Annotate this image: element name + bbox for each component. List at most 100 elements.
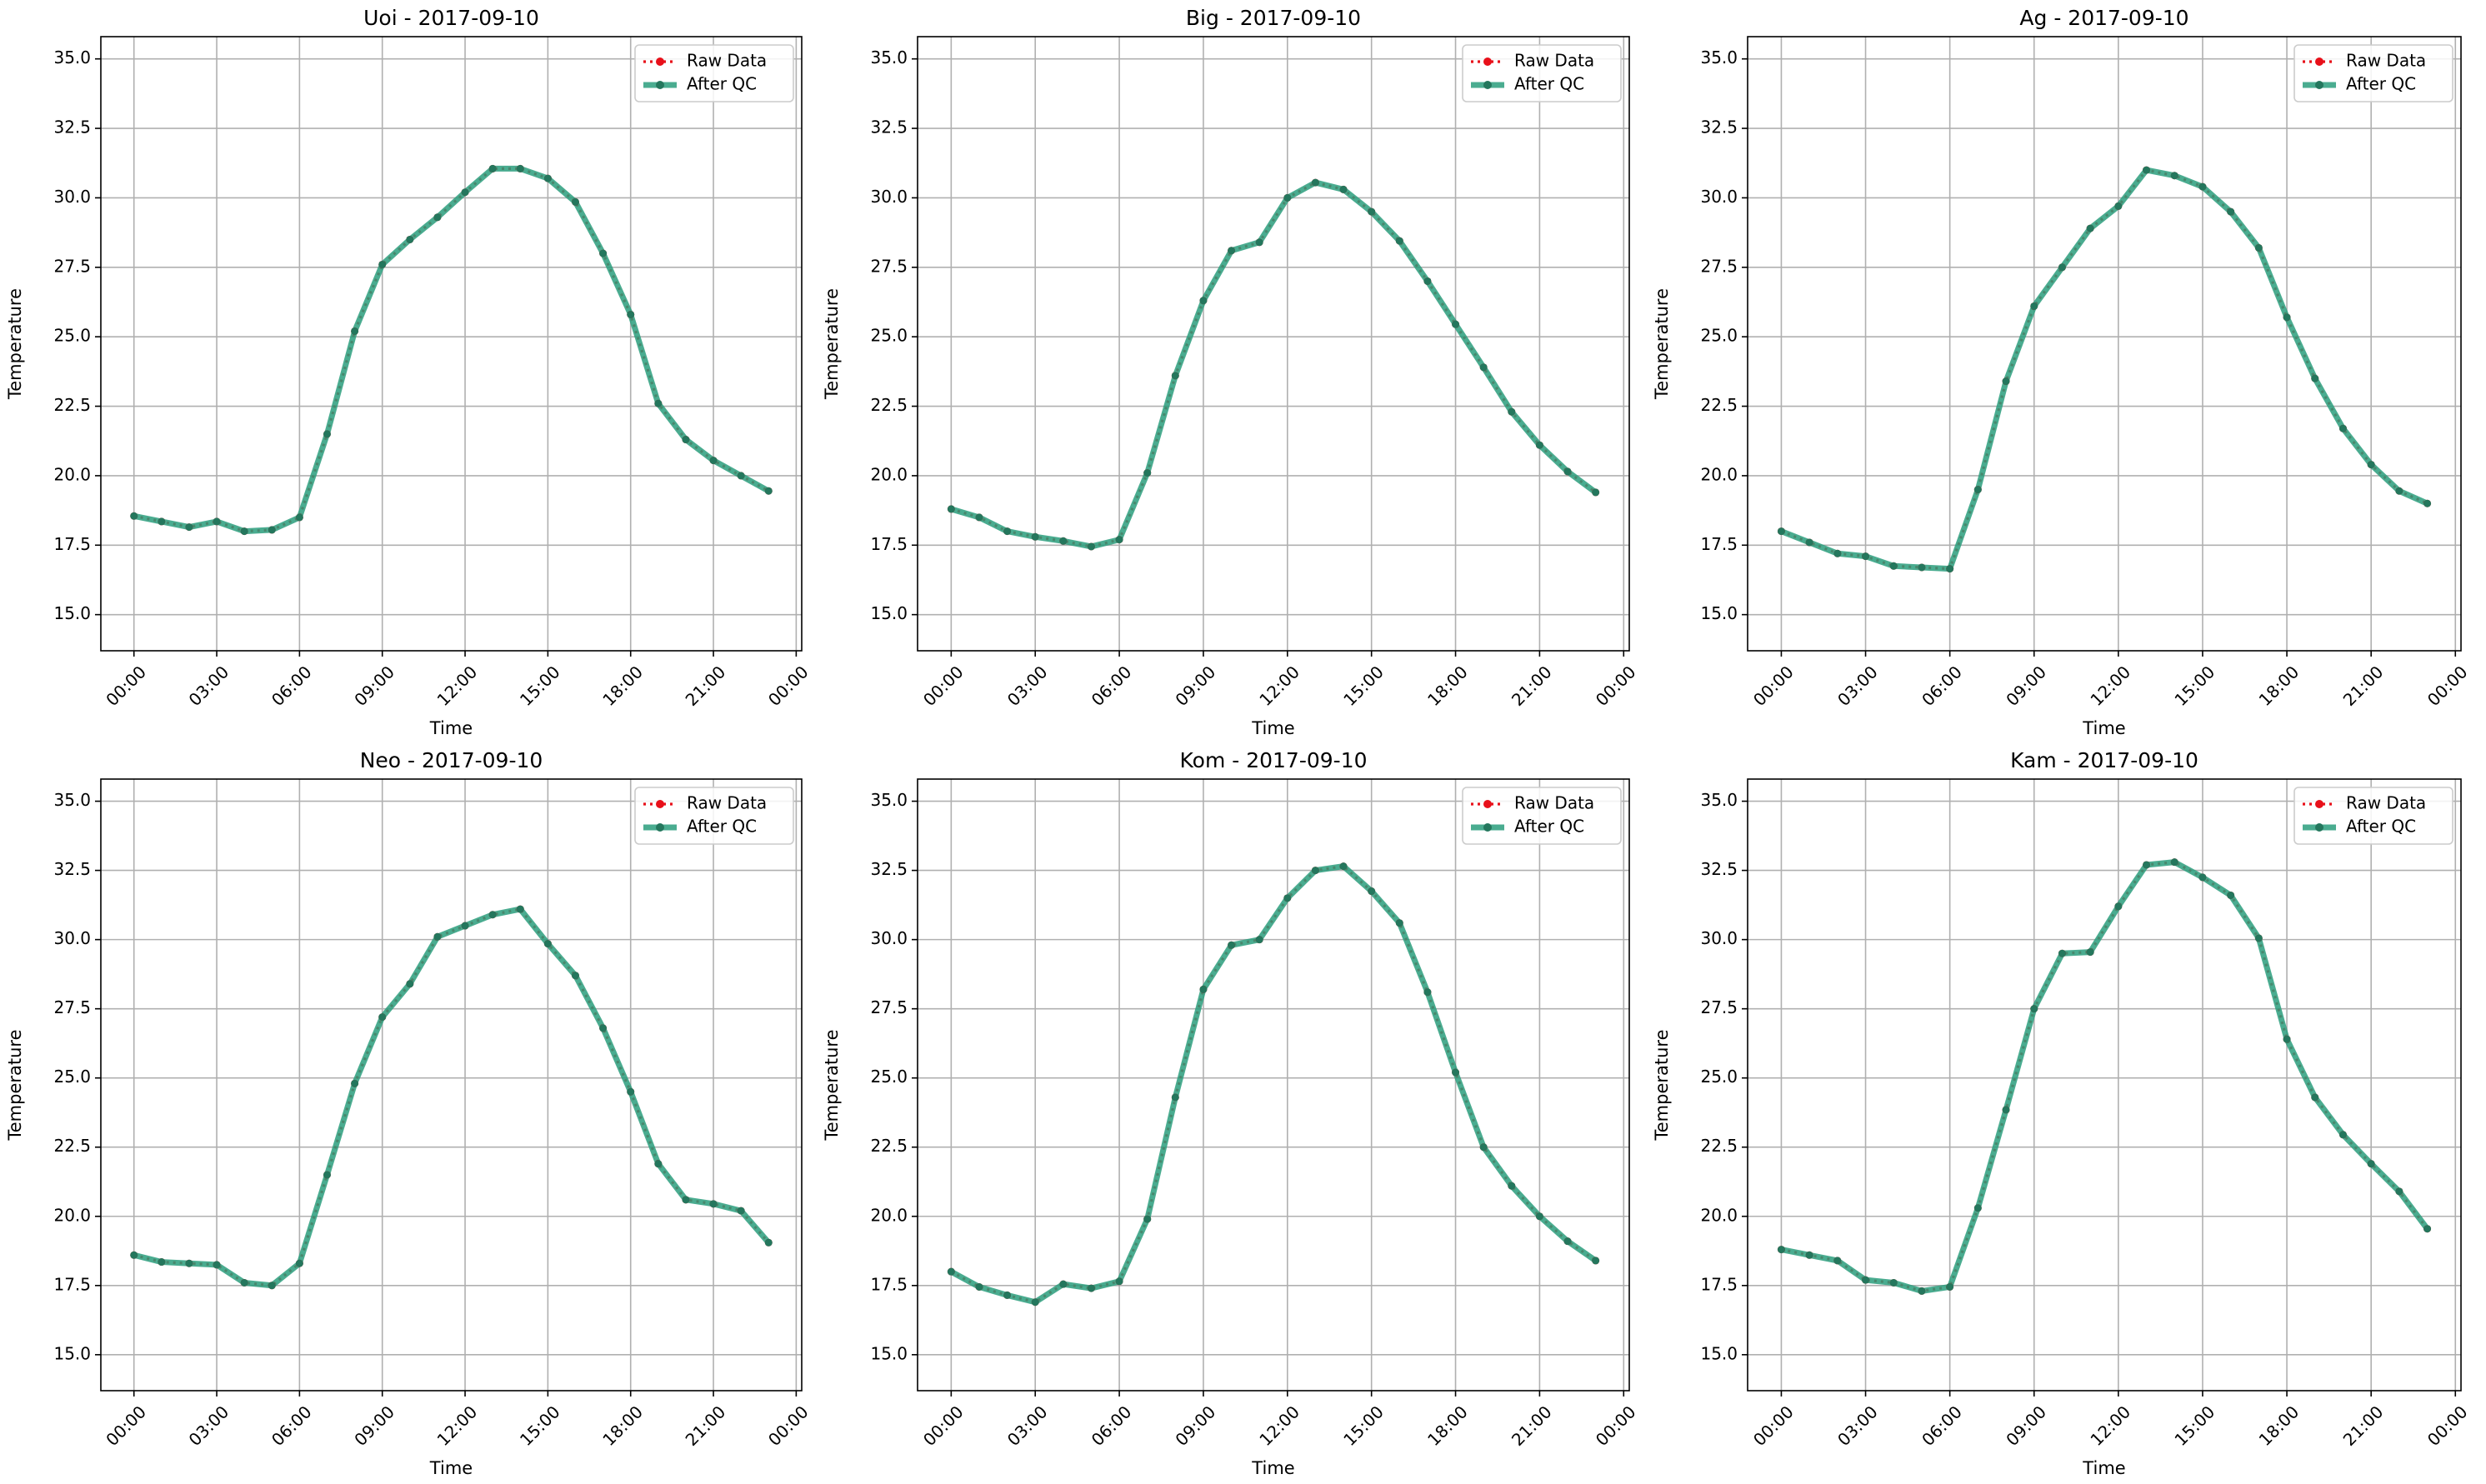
after-qc-point: [2227, 207, 2235, 216]
after-qc-point: [2283, 313, 2291, 322]
axes-frame: [1747, 36, 2462, 652]
after-qc-point: [2170, 858, 2178, 867]
y-tick-label: 22.5: [870, 395, 908, 415]
after-qc-point: [2423, 499, 2432, 507]
after-qc-point: [1508, 407, 1516, 416]
after-qc-point: [1452, 320, 1460, 328]
after-qc-point: [461, 922, 469, 930]
y-tick-label: 32.5: [53, 859, 91, 879]
y-tick-label: 35.0: [1700, 790, 1738, 810]
raw-data-line: [133, 167, 770, 533]
subplot-3: 00:00 03:00 06:00 09:00 12:00 15:00 18:00 21:00…: [1652, 6, 2472, 738]
after-qc-point: [2058, 263, 2066, 272]
y-tick-label: 20.0: [1700, 464, 1738, 484]
x-tick-label: 12:00: [2086, 1402, 2134, 1450]
after-qc-point: [185, 1259, 193, 1267]
after-qc-point: [2030, 1005, 2038, 1013]
after-qc-point: [627, 310, 635, 318]
after-qc-point: [599, 1024, 608, 1032]
legend-qc-marker: [2315, 81, 2323, 89]
after-qc-point: [1255, 238, 1263, 247]
y-tick-label: 35.0: [53, 790, 91, 810]
after-qc-point: [1283, 193, 1292, 202]
after-qc-point: [764, 1238, 773, 1247]
after-qc-point: [764, 487, 773, 495]
legend-raw-marker: [2315, 800, 2323, 808]
after-qc-point: [2423, 1225, 2432, 1233]
x-tick-label: 00:00: [919, 662, 968, 710]
after-qc-point: [2114, 202, 2123, 210]
after-qc-point: [1973, 486, 1982, 494]
after-qc-point: [2338, 424, 2347, 432]
after-qc-point: [2338, 1131, 2347, 1139]
x-tick-label: 18:00: [2255, 1402, 2303, 1450]
x-tick-label: 06:00: [268, 662, 316, 710]
y-tick-label: 15.0: [53, 603, 91, 623]
x-tick-label: 00:00: [102, 662, 150, 710]
after-qc-point: [323, 430, 332, 438]
after-qc-point: [1423, 277, 1432, 285]
after-qc-point: [2114, 902, 2123, 911]
x-tick-label: 21:00: [682, 1402, 730, 1450]
subplot-6: 00:00 03:00 06:00 09:00 12:00 15:00 18:00 21:00…: [1652, 748, 2472, 1478]
after-qc-point: [2395, 487, 2403, 495]
x-axis-label: Time: [1251, 718, 1294, 738]
y-tick-label: 32.5: [1700, 117, 1738, 137]
after-qc-point: [682, 1196, 690, 1204]
y-tick-label: 32.5: [1700, 859, 1738, 879]
x-tick-label: 00:00: [102, 1402, 150, 1450]
after-qc-line: [133, 165, 770, 535]
x-tick-label: 06:00: [1088, 662, 1136, 710]
after-qc-point: [2086, 224, 2094, 232]
after-qc-point: [295, 513, 303, 522]
after-qc-point: [2395, 1187, 2403, 1196]
after-qc-point: [1087, 542, 1095, 551]
after-qc-point: [1031, 1298, 1039, 1307]
x-tick-label: 03:00: [185, 1402, 233, 1450]
after-qc-point: [1479, 363, 1488, 372]
legend-qc-label: After QC: [2346, 74, 2416, 94]
after-qc-point: [1171, 372, 1179, 380]
legend-raw-marker: [2315, 57, 2323, 66]
y-axis-label: Temperature: [5, 288, 25, 400]
y-tick-label: 20.0: [53, 464, 91, 484]
y-tick-label: 17.5: [1700, 534, 1738, 554]
after-qc-point: [351, 327, 359, 335]
after-qc-point: [378, 1013, 387, 1022]
y-tick-label: 32.5: [53, 117, 91, 137]
x-tick-label: 03:00: [1003, 1402, 1052, 1450]
after-qc-point: [158, 1258, 166, 1267]
legend: Raw Data After QC: [2293, 787, 2453, 845]
legend-qc-marker: [656, 81, 664, 89]
x-tick-label: 03:00: [1833, 1402, 1882, 1450]
y-tick-label: 25.0: [1700, 1067, 1738, 1087]
after-qc-point: [2254, 243, 2263, 252]
y-tick-label: 25.0: [1700, 326, 1738, 346]
x-tick-label: 00:00: [2423, 662, 2472, 710]
y-tick-label: 32.5: [870, 859, 908, 879]
y-axis-label: Temperature: [5, 1029, 25, 1141]
x-tick-label: 09:00: [350, 1402, 398, 1450]
after-qc-point: [1889, 562, 1898, 570]
after-qc-line: [133, 906, 771, 1289]
subplot-title: Ag - 2017-09-10: [2019, 6, 2188, 30]
y-tick-label: 17.5: [53, 534, 91, 554]
legend-qc-label: After QC: [2346, 817, 2416, 837]
y-tick-label: 30.0: [870, 928, 908, 948]
after-qc-point: [130, 1251, 138, 1259]
y-tick-label: 27.5: [53, 997, 91, 1017]
x-tick-label: 00:00: [1749, 662, 1798, 710]
y-tick-label: 35.0: [1700, 47, 1738, 67]
after-qc-point: [1833, 549, 1842, 557]
after-qc-point: [2254, 934, 2263, 942]
y-tick-label: 30.0: [1700, 187, 1738, 207]
after-qc-point: [1199, 985, 1208, 993]
x-tick-label: 00:00: [764, 1402, 813, 1450]
axes-frame: [917, 778, 1630, 1392]
after-qc-point: [1862, 1276, 1870, 1284]
after-qc-point: [2170, 172, 2178, 180]
x-tick-label: 15:00: [1339, 662, 1388, 710]
after-qc-point: [1311, 867, 1319, 875]
y-tick-label: 20.0: [870, 1205, 908, 1225]
